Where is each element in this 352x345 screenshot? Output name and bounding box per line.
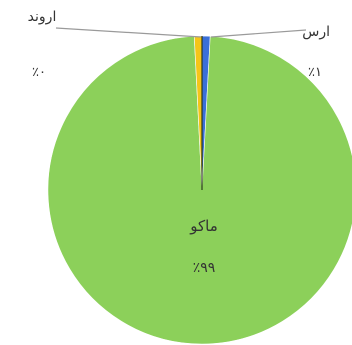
leader-line-arvand xyxy=(55,27,202,38)
slice-label-aras: ارس xyxy=(302,24,330,40)
slice-label-arvand: اروند xyxy=(28,9,57,25)
pie-slice-maku xyxy=(47,35,352,345)
slice-pct-maku: ٪۹۹ xyxy=(193,260,216,276)
slice-pct-aras: ٪۱ xyxy=(308,65,322,80)
slice-label-maku: ماکو xyxy=(189,217,218,235)
leader-line-aras xyxy=(210,29,307,38)
slice-pct-arvand: ٪۰ xyxy=(32,65,46,80)
